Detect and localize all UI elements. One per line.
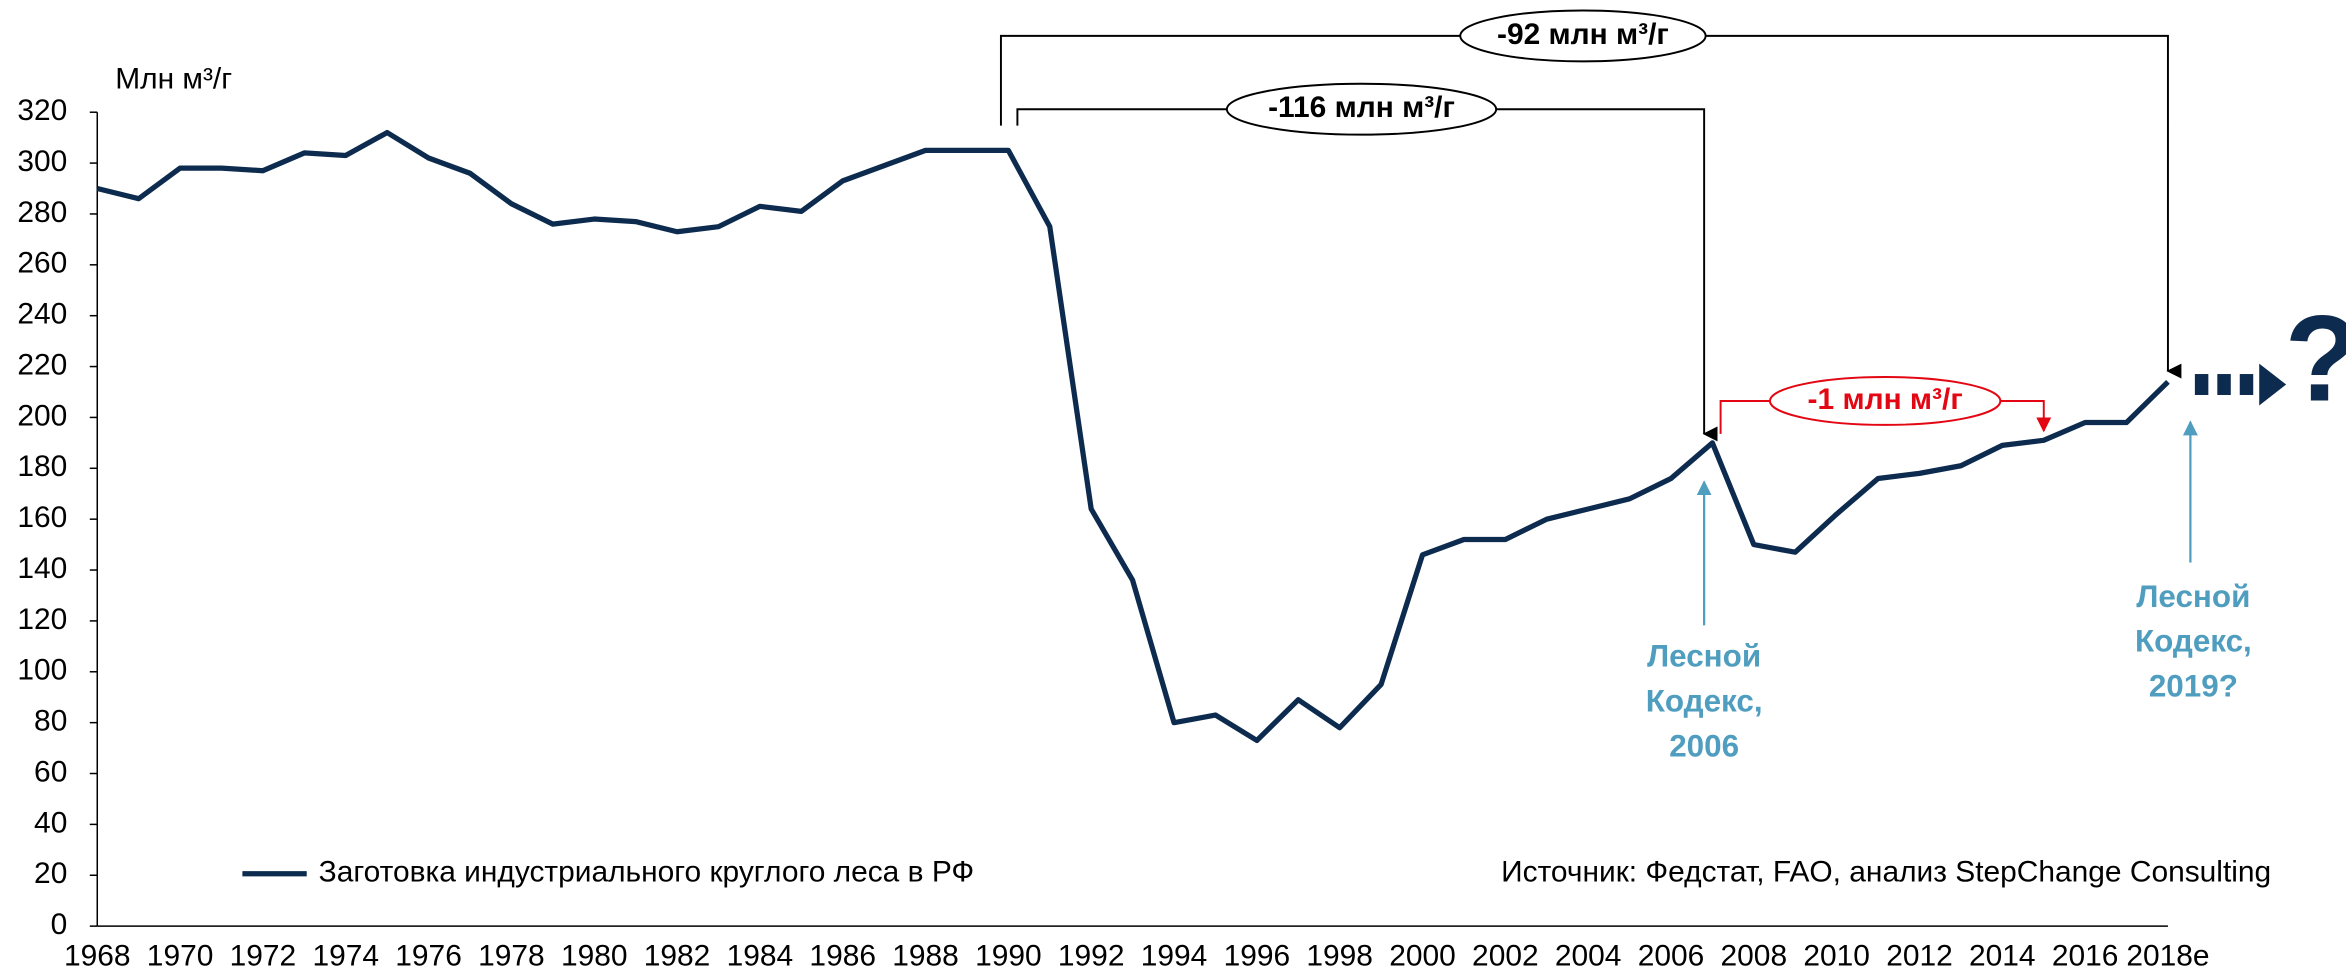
y-tick-label: 120 [17, 603, 67, 636]
x-tick-label: 2000 [1389, 939, 1456, 972]
x-tick-label: 2010 [1803, 939, 1870, 972]
annotation: -1 млн м³/г [1808, 383, 1963, 416]
y-tick-label: 20 [34, 857, 67, 890]
y-tick-label: 160 [17, 501, 67, 534]
x-tick-label: 2018e [2126, 939, 2209, 972]
y-tick-label: 60 [34, 755, 67, 788]
y-axis-label: Млн м³/г [115, 63, 232, 96]
x-tick-label: 1990 [975, 939, 1042, 972]
label-ellipse [1768, 376, 2002, 426]
x-tick-label: 1974 [312, 939, 379, 972]
y-tick-label: 180 [17, 450, 67, 483]
x-tick-label: 1982 [644, 939, 711, 972]
y-tick-label: 240 [17, 298, 67, 331]
annotation: 2019? [2149, 669, 2238, 704]
x-tick-label: 2014 [1969, 939, 2036, 972]
label-ellipse [1225, 82, 1498, 136]
line-series [96, 129, 2170, 744]
bracket [1016, 108, 1718, 442]
annotation: -92 млн м³/г [1497, 18, 1669, 51]
x-tick-label: 1976 [395, 939, 462, 972]
x-tick-label: 2002 [1472, 939, 1539, 972]
x-tick-label: 1996 [1224, 939, 1291, 972]
label-ellipse [1459, 9, 1707, 63]
x-tick-label: 1986 [809, 939, 876, 972]
x-tick-label: 1994 [1141, 939, 1208, 972]
y-tick-label: 200 [17, 399, 67, 432]
annotation: Лесной [2136, 579, 2250, 614]
x-tick-label: 1992 [1058, 939, 1125, 972]
y-tick-label: 260 [17, 247, 67, 280]
y-tick-label: 100 [17, 654, 67, 687]
x-tick-label: 2008 [1721, 939, 1788, 972]
annotation: -116 млн м³/г [1268, 91, 1455, 124]
y-tick-label: 40 [34, 806, 67, 839]
y-tick-label: 220 [17, 348, 67, 381]
y-tick-label: 300 [17, 145, 67, 178]
x-tick-label: 1978 [478, 939, 545, 972]
y-tick-label: 0 [51, 908, 68, 941]
annotation: 2006 [1669, 728, 1739, 763]
x-tick-label: 1984 [727, 939, 794, 972]
legend-label: Заготовка индустриального круглого леса … [319, 856, 974, 889]
bracket [999, 34, 2182, 379]
x-tick-label: 1972 [230, 939, 297, 972]
y-tick-label: 280 [17, 196, 67, 229]
y-tick-label: 140 [17, 552, 67, 585]
annotation: Лесной [1647, 639, 1761, 674]
question-mark: ? [2285, 289, 2346, 426]
x-tick-label: 1970 [147, 939, 214, 972]
x-tick-label: 1998 [1306, 939, 1373, 972]
x-tick-label: 1980 [561, 939, 628, 972]
x-tick-label: 2004 [1555, 939, 1622, 972]
x-tick-label: 2016 [2052, 939, 2119, 972]
x-tick-label: 1968 [64, 939, 131, 972]
y-tick-label: 80 [34, 705, 67, 738]
y-tick-label: 320 [17, 94, 67, 127]
x-tick-label: 1988 [892, 939, 959, 972]
x-tick-label: 2012 [1886, 939, 1953, 972]
x-tick-label: 2006 [1638, 939, 1705, 972]
source: Источник: Федстат, FAO, анализ StepChang… [1501, 856, 2271, 889]
annotation: Кодекс, [2135, 624, 2252, 659]
dotted-arrow [2194, 363, 2287, 406]
annotation: Кодекс, [1646, 683, 1763, 718]
